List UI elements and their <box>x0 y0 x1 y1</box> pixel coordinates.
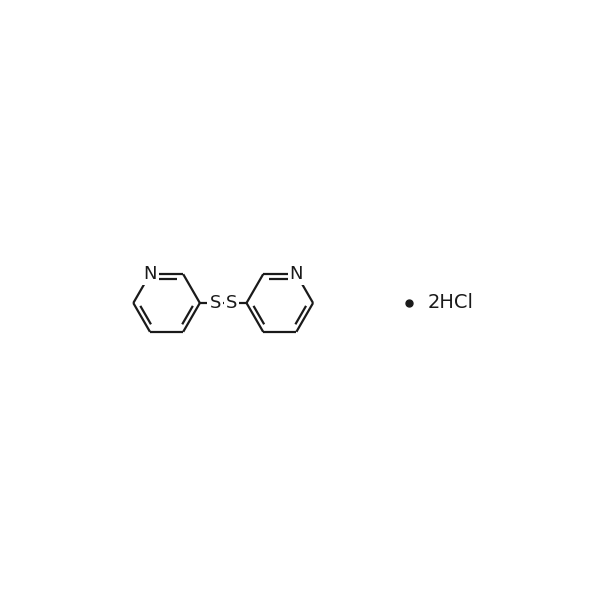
Text: S: S <box>209 294 221 312</box>
Text: N: N <box>143 265 157 283</box>
Text: S: S <box>226 294 237 312</box>
Text: 2HCl: 2HCl <box>428 293 473 313</box>
Text: N: N <box>290 265 303 283</box>
